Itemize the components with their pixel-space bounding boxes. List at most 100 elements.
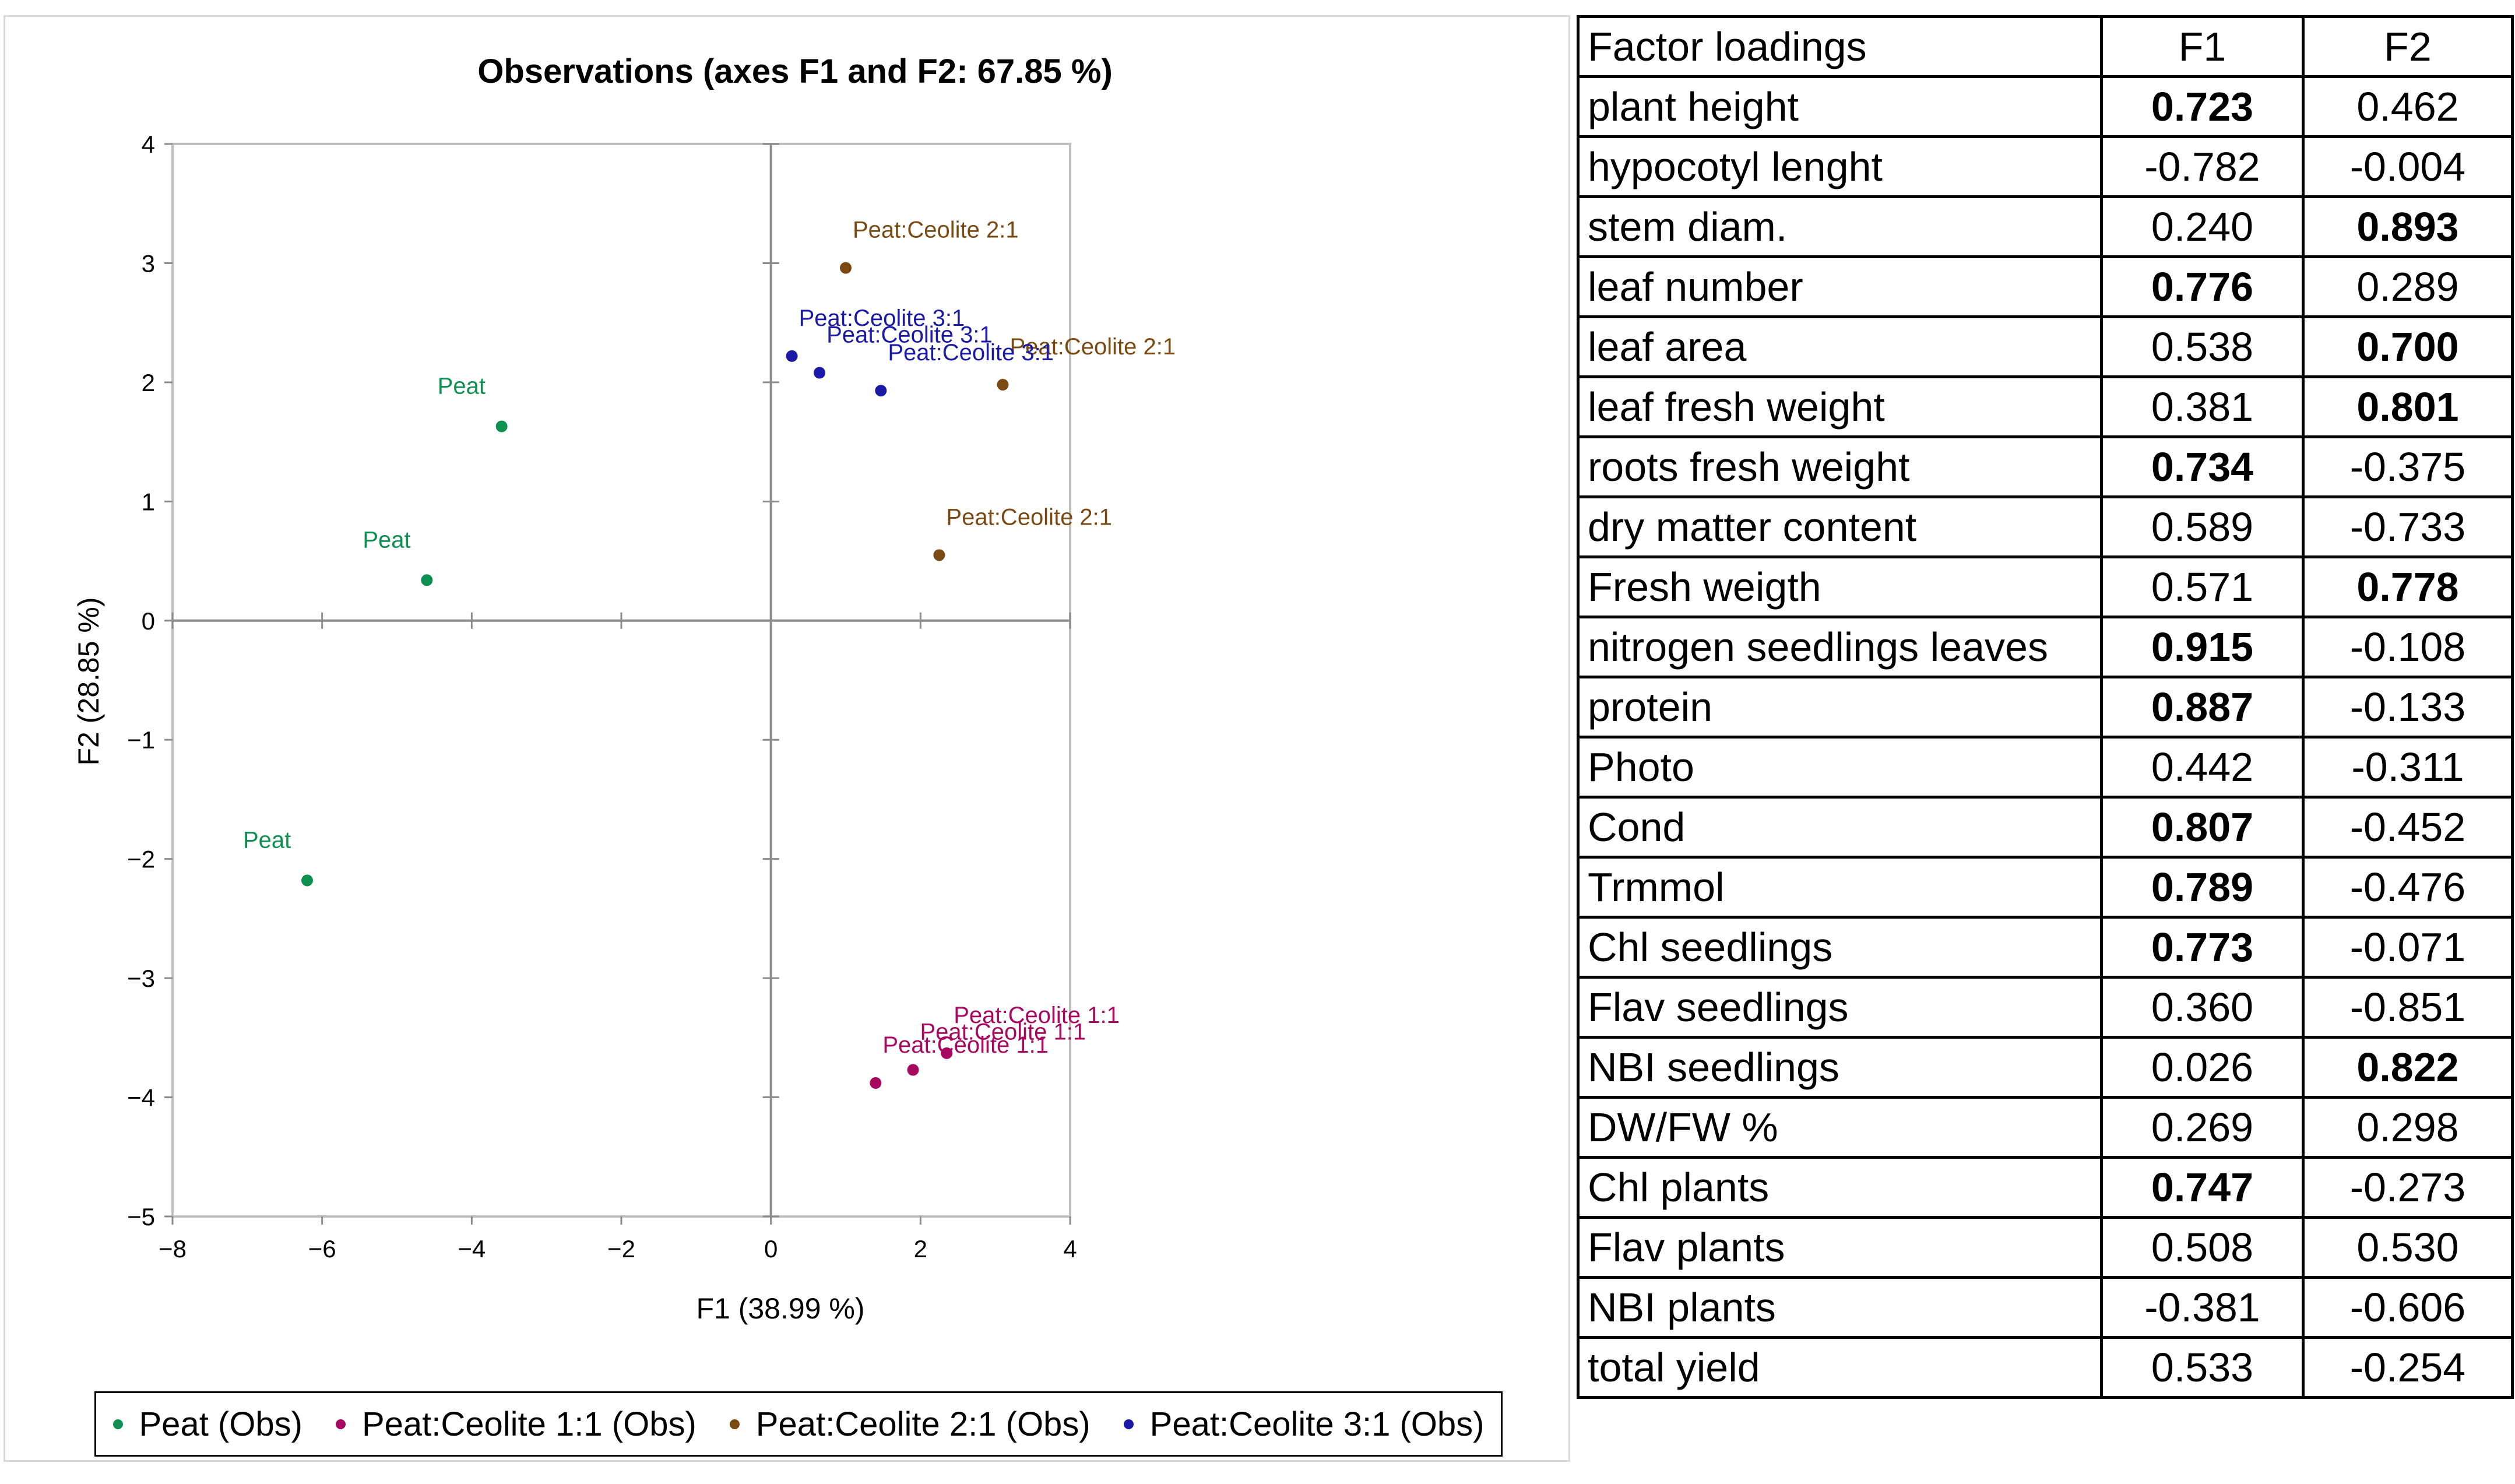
y-tick-label: 2 — [142, 369, 155, 396]
table-row: Chl plants 0.747 -0.273 — [1577, 1156, 2514, 1219]
chart-legend: Peat (Obs) Peat:Ceolite 1:1 (Obs) Peat:Ceo… — [94, 1391, 1503, 1457]
table-row: Flav seedlings 0.360 -0.851 — [1577, 976, 2514, 1039]
y-tick-label: 0 — [142, 607, 155, 635]
x-tick-label: −2 — [607, 1235, 635, 1263]
point-label: Peat:Ceolite 1:1 — [954, 1003, 1120, 1028]
f2-value-cell: 0.530 — [2302, 1216, 2514, 1279]
legend-marker-icon — [729, 1419, 740, 1429]
factor-loadings-table: Factor loadings F1 F2 plant height 0.723 0… — [1577, 15, 2514, 1399]
factor-name-cell: stem diam. — [1577, 195, 2103, 258]
f1-value-cell: 0.776 — [2100, 255, 2305, 318]
point-label: Peat:Ceolite 3:1 — [799, 305, 965, 331]
legend-label: Peat:Ceolite 2:1 (Obs) — [755, 1405, 1091, 1443]
f1-value-cell: 0.026 — [2100, 1036, 2305, 1099]
legend-item: Peat:Ceolite 3:1 (Obs) — [1123, 1405, 1484, 1444]
factor-name-cell: dry matter content — [1577, 495, 2103, 558]
table-row: roots fresh weight 0.734 -0.375 — [1577, 435, 2514, 498]
data-point — [421, 574, 433, 586]
f1-value-cell: 0.807 — [2100, 796, 2305, 859]
point-label: Peat:Ceolite 2:1 — [946, 504, 1112, 530]
f2-value-cell: 0.822 — [2302, 1036, 2514, 1099]
scatter-plot-panel: Observations (axes F1 and F2: 67.85 %) −… — [3, 15, 1570, 1462]
factor-name-cell: roots fresh weight — [1577, 435, 2103, 498]
factor-name-cell: Trmmol — [1577, 856, 2103, 919]
f1-value-cell: 0.887 — [2100, 676, 2305, 739]
legend-label: Peat:Ceolite 1:1 (Obs) — [361, 1405, 697, 1443]
f2-value-cell: -0.851 — [2302, 976, 2514, 1039]
factor-name-cell: Cond — [1577, 796, 2103, 859]
f1-value-cell: 0.269 — [2100, 1096, 2305, 1159]
table-row: Photo 0.442 -0.311 — [1577, 736, 2514, 799]
y-tick-label: −2 — [127, 846, 155, 873]
point-label: Peat:Ceolite 3:1 — [826, 322, 993, 348]
data-point — [301, 874, 313, 887]
point-label: Peat:Ceolite 2:1 — [853, 217, 1019, 243]
data-point — [840, 262, 852, 274]
legend-item: Peat:Ceolite 2:1 (Obs) — [729, 1405, 1091, 1444]
f1-value-cell: 0.571 — [2100, 555, 2305, 618]
factor-name-cell: Flav plants — [1577, 1216, 2103, 1279]
f2-value-cell: -0.273 — [2302, 1156, 2514, 1219]
factor-name-cell: Fresh weigth — [1577, 555, 2103, 618]
y-tick-label: −1 — [127, 726, 155, 754]
legend-label: Peat (Obs) — [139, 1405, 302, 1443]
factor-name-cell: nitrogen seedlings leaves — [1577, 616, 2103, 678]
f2-value-cell: 0.298 — [2302, 1096, 2514, 1159]
f2-value-cell: -0.476 — [2302, 856, 2514, 919]
table-row: Trmmol 0.789 -0.476 — [1577, 856, 2514, 919]
point-label: Peat:Ceolite 3:1 — [888, 340, 1054, 365]
f2-value-cell: -0.733 — [2302, 495, 2514, 558]
f1-value-cell: 0.773 — [2100, 916, 2305, 979]
table-body: plant height 0.723 0.462 hypocotyl lenght -0… — [1577, 75, 2514, 1399]
point-label: Peat — [438, 374, 486, 399]
y-tick-label: 4 — [142, 131, 155, 158]
f1-value-cell: -0.381 — [2100, 1276, 2305, 1339]
table-row: DW/FW % 0.269 0.298 — [1577, 1096, 2514, 1159]
factor-name-cell: NBI plants — [1577, 1276, 2103, 1339]
data-point — [907, 1064, 919, 1076]
x-tick-label: −8 — [159, 1235, 187, 1263]
f2-value-cell: 0.462 — [2302, 75, 2514, 138]
header-factor-loadings: Factor loadings — [1577, 15, 2103, 78]
table-row: leaf area 0.538 0.700 — [1577, 315, 2514, 378]
legend-marker-icon — [335, 1419, 346, 1429]
scatter-plot: Observations (axes F1 and F2: 67.85 %) −… — [72, 52, 1176, 1325]
f2-value-cell: -0.071 — [2302, 916, 2514, 979]
table-row: total yield 0.533 -0.254 — [1577, 1336, 2514, 1399]
factor-name-cell: leaf fresh weight — [1577, 375, 2103, 438]
chart-title: Observations (axes F1 and F2: 67.85 %) — [477, 52, 1113, 90]
data-point — [786, 350, 798, 362]
y-axis-label: F2 (28.85 %) — [72, 597, 105, 765]
legend-marker-icon — [112, 1419, 123, 1429]
f1-value-cell: 0.723 — [2100, 75, 2305, 138]
point-label: Peat — [363, 527, 410, 553]
header-f1: F1 — [2100, 15, 2305, 78]
table-row: Chl seedlings 0.773 -0.071 — [1577, 916, 2514, 979]
data-point — [997, 378, 1009, 391]
f2-value-cell: 0.801 — [2302, 375, 2514, 438]
f1-value-cell: 0.381 — [2100, 375, 2305, 438]
f2-value-cell: 0.893 — [2302, 195, 2514, 258]
x-tick-label: 4 — [1063, 1235, 1077, 1263]
table-row: NBI seedlings 0.026 0.822 — [1577, 1036, 2514, 1099]
point-label: Peat:Ceolite 1:1 — [920, 1019, 1086, 1045]
factor-name-cell: hypocotyl lenght — [1577, 135, 2103, 198]
f1-value-cell: 0.533 — [2100, 1336, 2305, 1399]
f1-value-cell: 0.789 — [2100, 856, 2305, 919]
f1-value-cell: 0.442 — [2100, 736, 2305, 799]
f2-value-cell: -0.108 — [2302, 616, 2514, 678]
point-label: Peat:Ceolite 1:1 — [882, 1032, 1049, 1058]
x-tick-label: 0 — [764, 1235, 778, 1263]
f2-value-cell: 0.700 — [2302, 315, 2514, 378]
table-row: dry matter content 0.589 -0.733 — [1577, 495, 2514, 558]
legend-item: Peat:Ceolite 1:1 (Obs) — [335, 1405, 697, 1444]
table-row: stem diam. 0.240 0.893 — [1577, 195, 2514, 258]
f2-value-cell: -0.311 — [2302, 736, 2514, 799]
data-point — [941, 1047, 953, 1059]
header-f2: F2 — [2302, 15, 2514, 78]
f1-value-cell: 0.915 — [2100, 616, 2305, 678]
legend-item: Peat (Obs) — [112, 1405, 302, 1444]
table-row: plant height 0.723 0.462 — [1577, 75, 2514, 138]
f2-value-cell: -0.004 — [2302, 135, 2514, 198]
f2-value-cell: -0.452 — [2302, 796, 2514, 859]
